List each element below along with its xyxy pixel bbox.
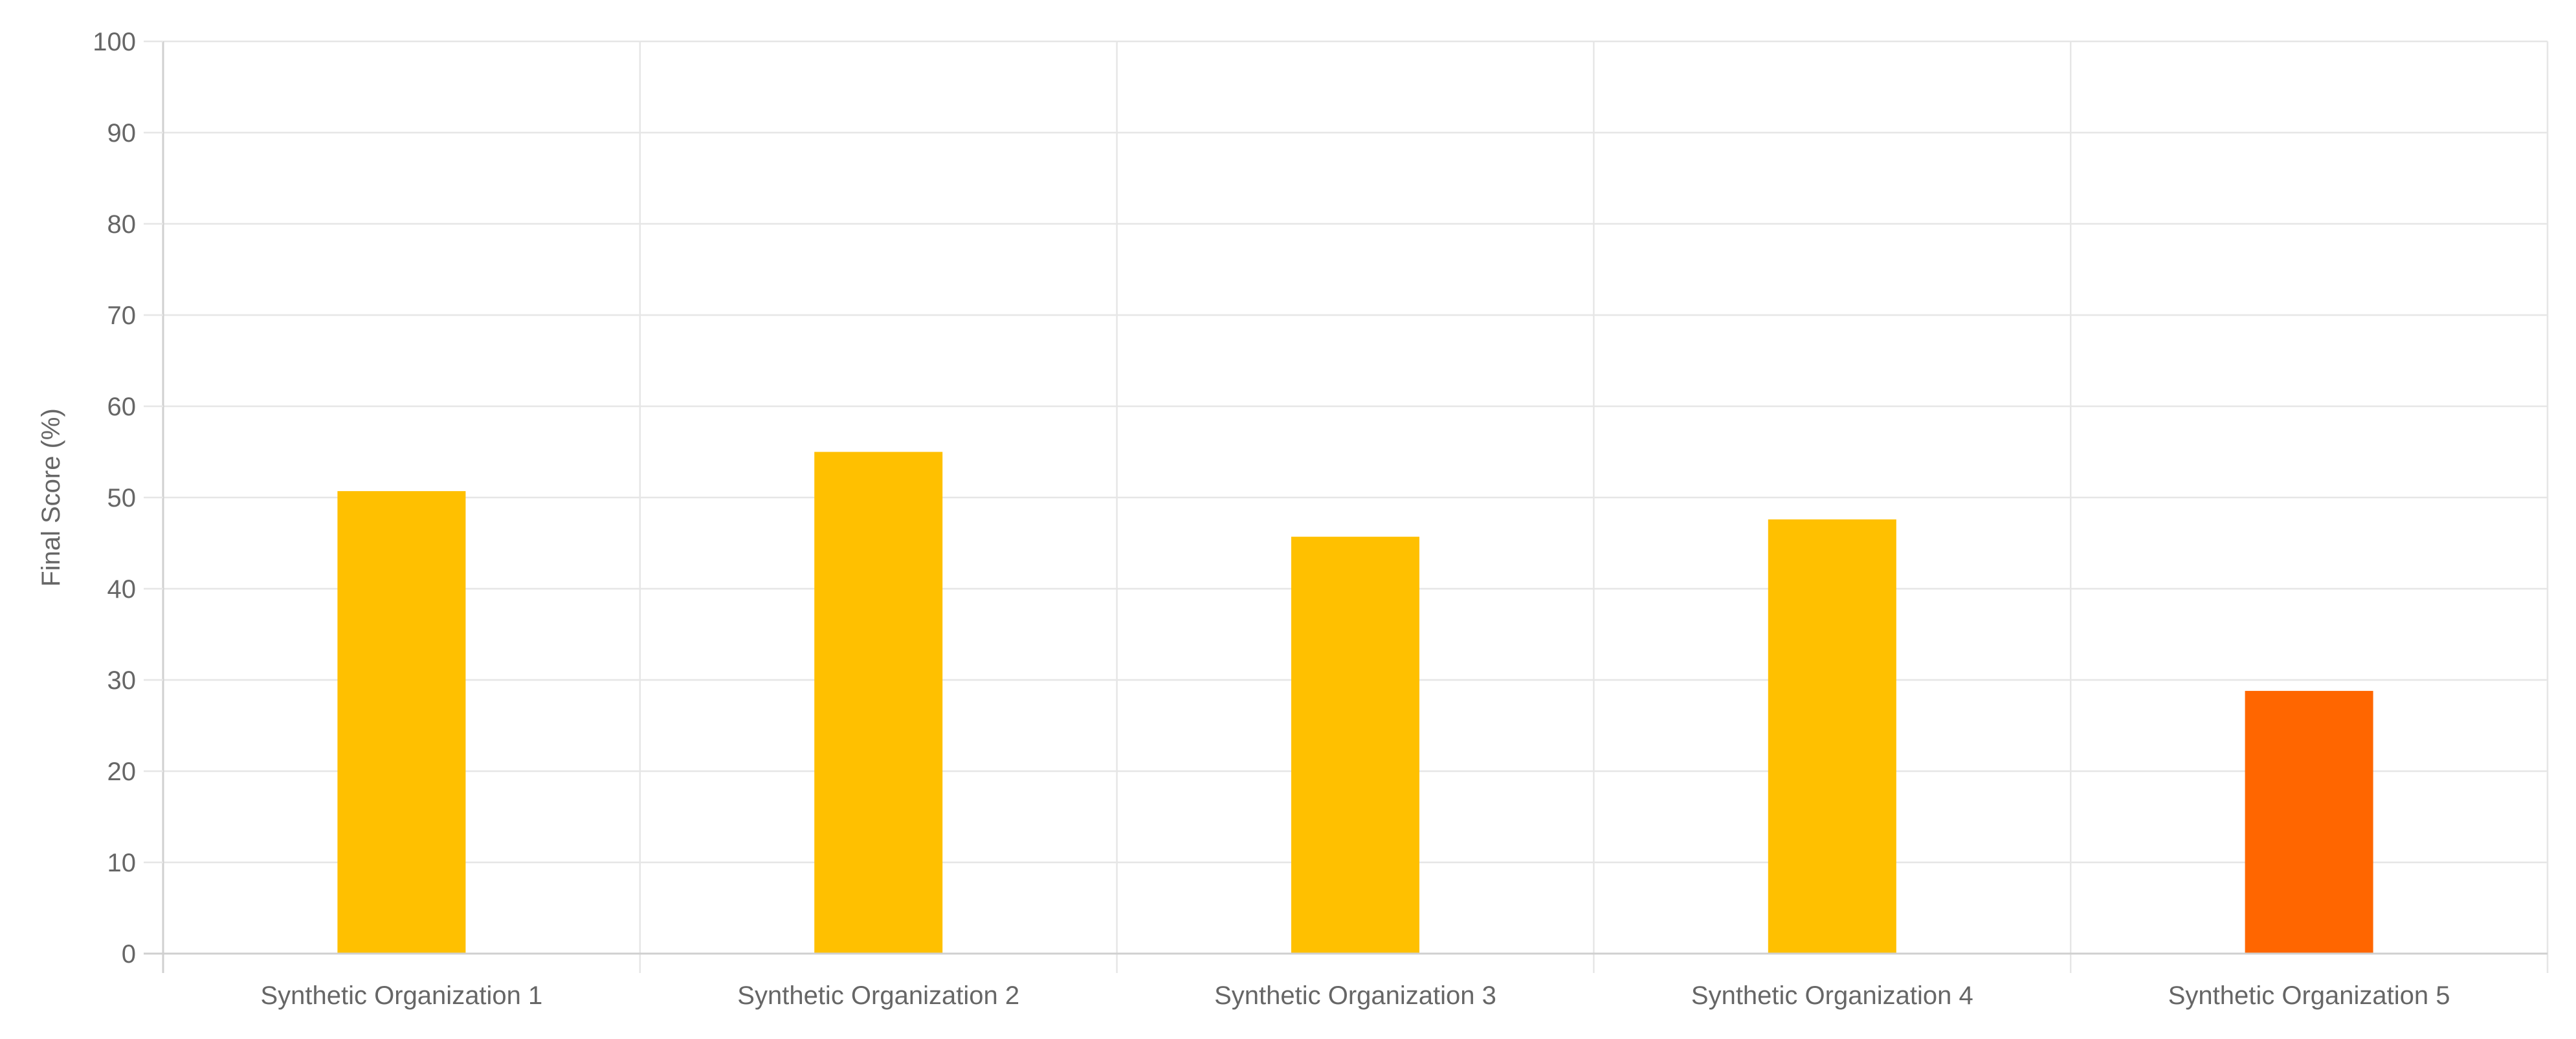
y-tick-label: 40	[107, 575, 137, 604]
y-tick-label: 20	[107, 758, 137, 786]
x-tick-label: Synthetic Organization 5	[2168, 981, 2450, 1010]
y-tick-label: 10	[107, 849, 137, 877]
x-tick-label: Synthetic Organization 1	[260, 981, 542, 1010]
y-tick-label: 50	[107, 484, 137, 512]
grid	[162, 40, 2549, 973]
bars	[337, 452, 2373, 954]
y-tick-label: 100	[93, 28, 136, 56]
x-tick-label: Synthetic Organization 2	[737, 981, 1019, 1010]
y-tick-label: 80	[107, 210, 137, 239]
bar-3	[1291, 536, 1419, 954]
y-tick-label: 30	[107, 666, 137, 695]
x-tick-label: Synthetic Organization 3	[1214, 981, 1496, 1010]
labels: 0 10 20 30 40 50 60 70 80 90 100 Synthetic Organiza…	[93, 28, 2450, 1010]
bar-2	[814, 452, 943, 954]
axes	[144, 40, 2548, 955]
x-tick-label: Synthetic Organization 4	[1691, 981, 1973, 1010]
y-tick-label: 0	[122, 940, 136, 968]
bar-5	[2245, 690, 2373, 954]
y-tick-label: 90	[107, 119, 137, 148]
y-tick-label: 70	[107, 301, 137, 330]
bar-4	[1768, 519, 1896, 954]
bar-1	[337, 491, 466, 954]
y-axis-title: Final Score (%)	[37, 408, 65, 587]
y-tick-label: 60	[107, 393, 137, 421]
